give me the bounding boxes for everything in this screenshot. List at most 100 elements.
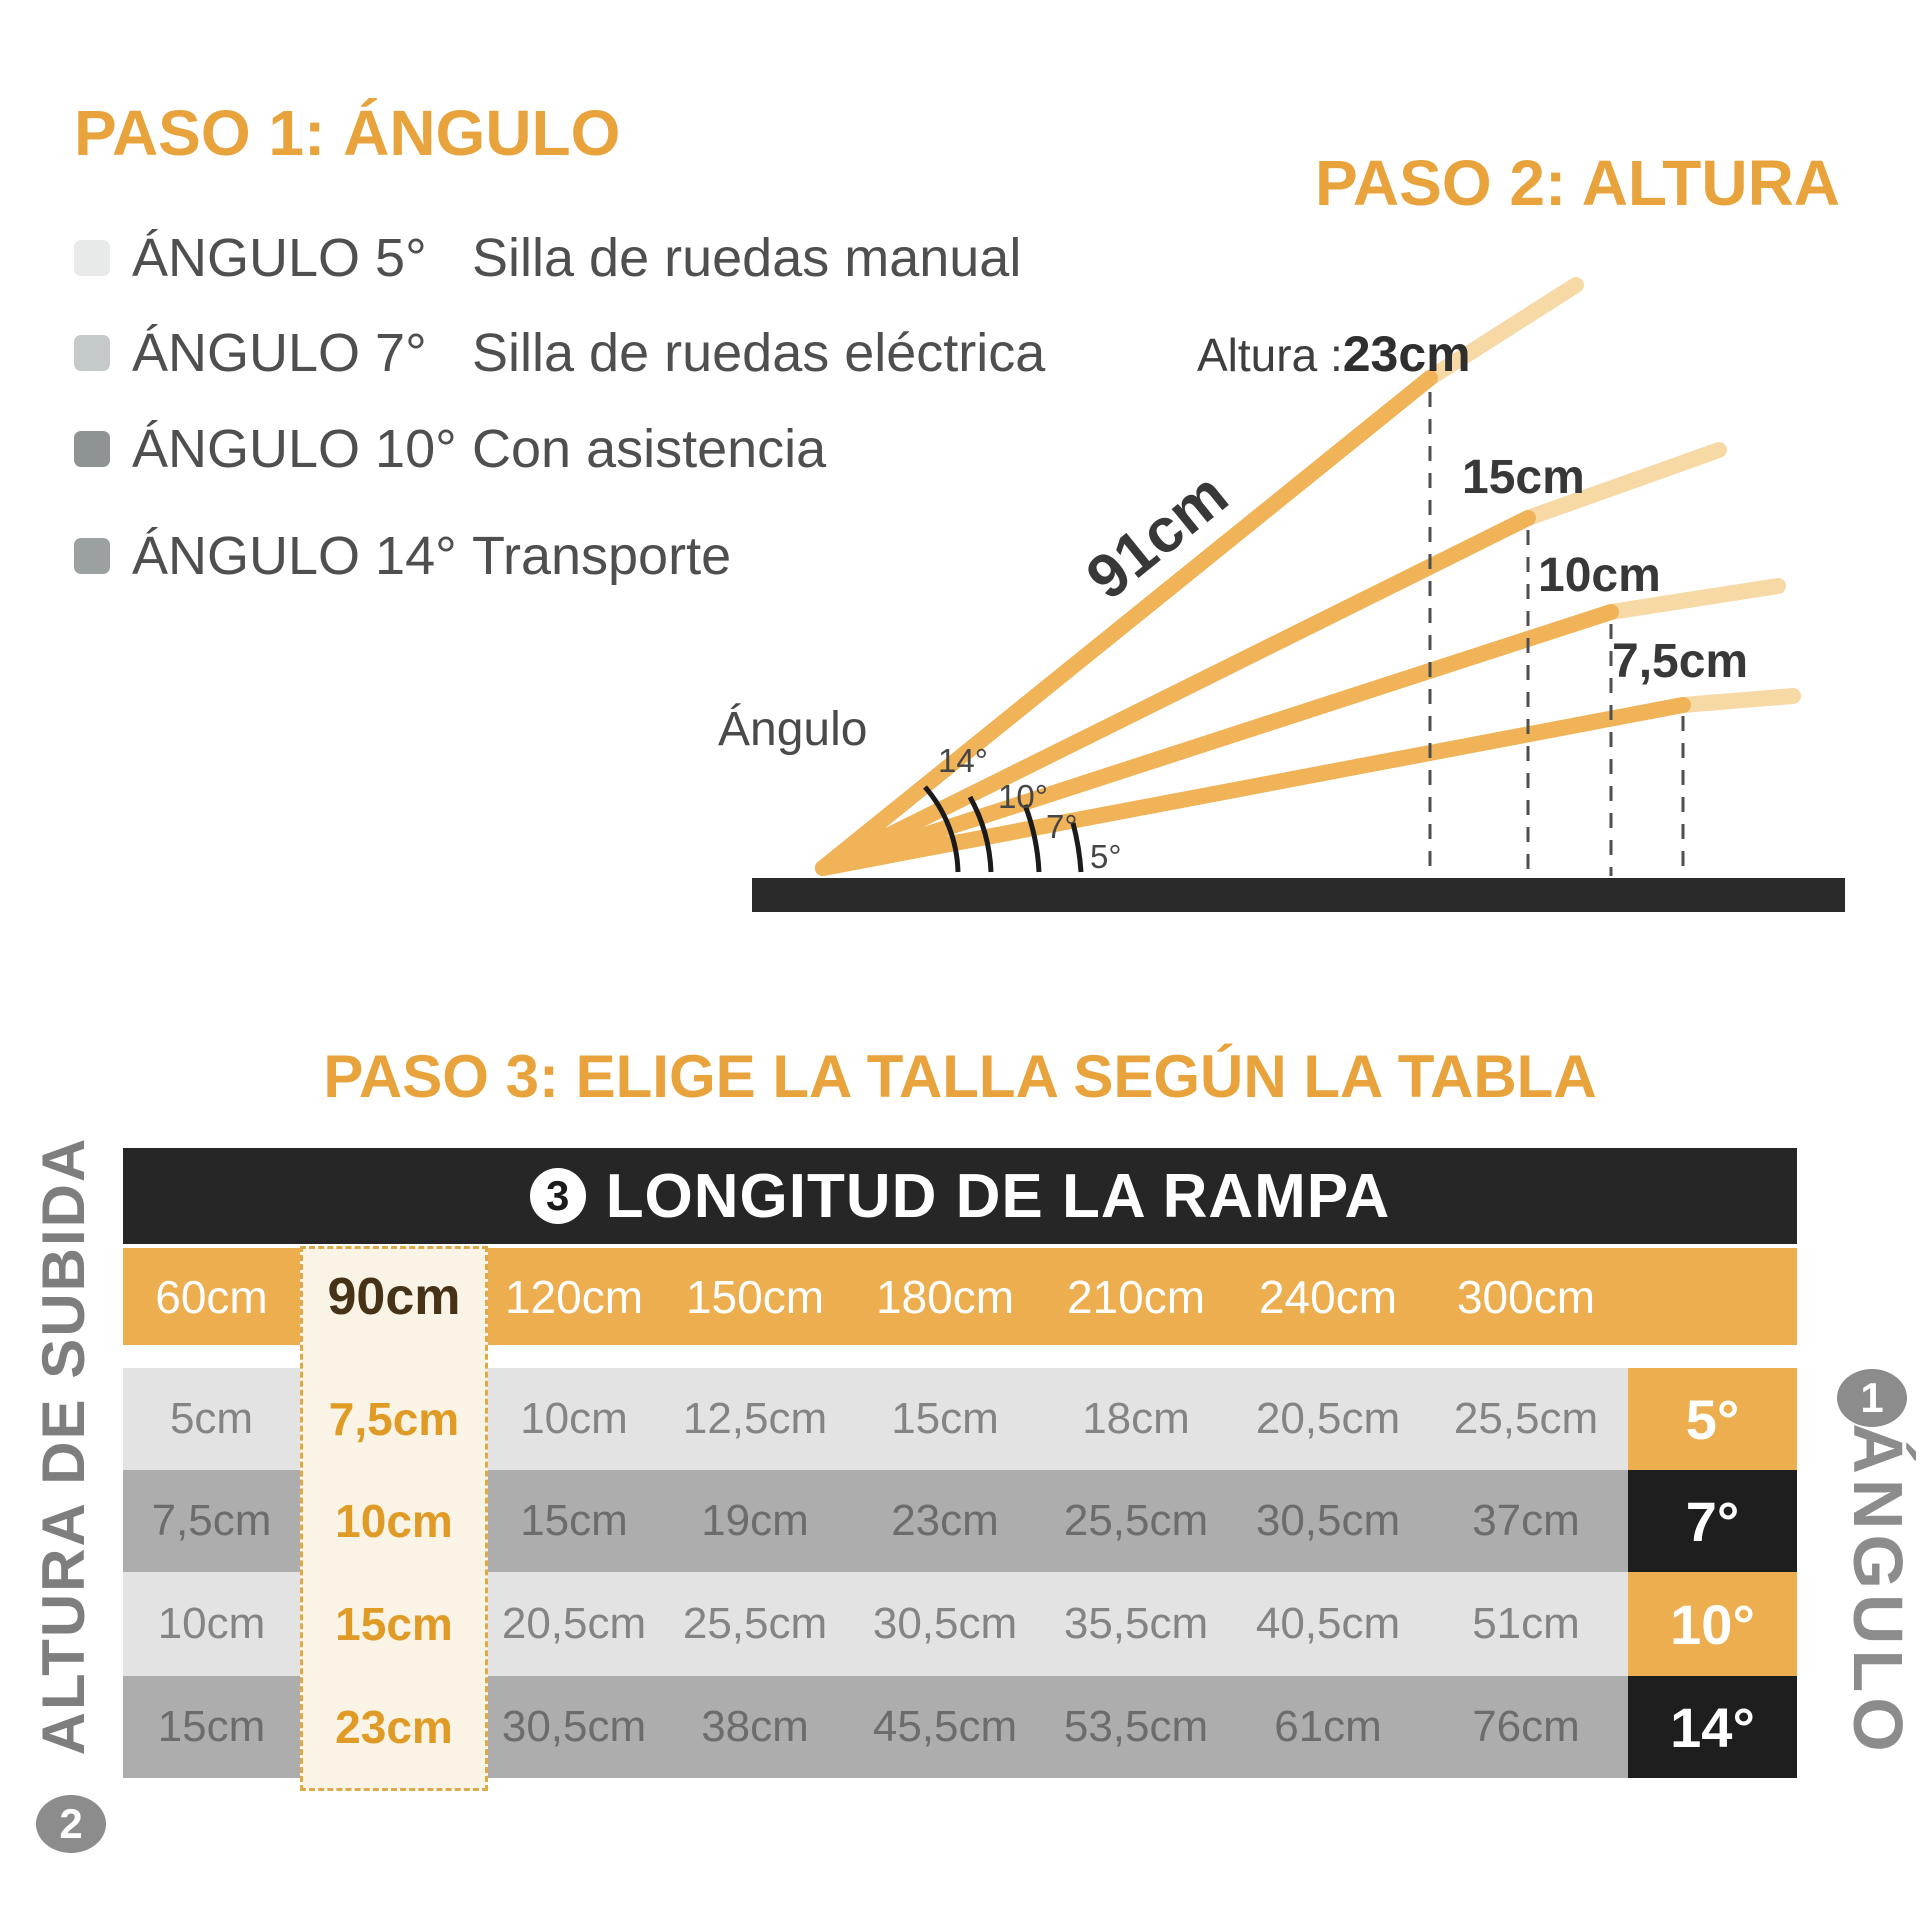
right-axis-label: ÁNGULO [1839,1423,1917,1757]
cell-5deg-60: 5cm [169,1394,254,1443]
cell-14deg-150: 38cm [701,1702,809,1751]
cell-7deg-180: 23cm [891,1496,999,1545]
cell-7deg-210: 25,5cm [1063,1496,1209,1545]
cell-7deg-300: 37cm [1472,1496,1580,1545]
step3-badge-icon: 3 [529,1168,586,1224]
cell-5deg-300: 25,5cm [1453,1394,1599,1443]
ray-10deg-tip [1520,442,1727,526]
ray-5deg-tip [1675,688,1801,713]
legend-desc: Con asistencia [472,419,827,479]
highlight-column-bottom-filler [302,1778,486,1789]
cell-7deg-120: 15cm [520,1496,628,1545]
cell-14deg-120: 30,5cm [501,1702,647,1751]
ray-14deg-tip [1422,277,1584,386]
height-label-15cm: 15cm [1462,451,1585,504]
ray-7deg [815,604,1619,876]
arc-7deg [1022,804,1042,873]
length-col-180cm: 180cm [875,1270,1015,1323]
cell-7deg-90: 10cm [300,1470,488,1572]
cell-7deg-240: 30,5cm [1255,1496,1401,1545]
arc-14deg [923,785,961,873]
length-col-240cm: 240cm [1258,1270,1398,1323]
cell-14deg-90: 23cm [300,1676,488,1778]
length-col-300cm: 300cm [1456,1270,1596,1323]
angle-cell-7deg: 7° [1628,1470,1797,1572]
step2-title: PASO 2: ALTURA [1314,147,1840,219]
cell-14deg-210: 53,5cm [1063,1702,1209,1751]
cell-5deg-150: 12,5cm [682,1394,828,1443]
left-axis-label: ALTURA DE SUBIDA [30,1136,97,1756]
cell-7deg-60: 7,5cm [151,1496,272,1545]
step3-title: PASO 3: ELIGE LA TALLA SEGÚN LA TABLA [323,1043,1597,1110]
angle-cell-14deg: 14° [1628,1676,1797,1778]
ground-bar [752,878,1845,912]
length-col-120cm: 120cm [504,1270,644,1323]
arc-10deg [967,795,994,873]
legend-item-14deg: ÁNGULO 14° Transporte [74,524,731,588]
ray-7deg-tip [1603,578,1786,620]
highlight-column-gap-filler [302,1345,486,1368]
ray-5deg [815,697,1691,876]
table-row-14deg: 15cm 23cm 30,5cm 38cm 45,5cm 53,5cm 61cm… [123,1676,1797,1778]
length-col-angle-spacer [1628,1248,1797,1345]
cell-14deg-300: 76cm [1472,1702,1580,1751]
table-row-5deg: 5cm 7,5cm 10cm 12,5cm 15cm 18cm 20,5cm 2… [123,1368,1797,1470]
cell-10deg-240: 40,5cm [1255,1599,1401,1648]
cell-14deg-240: 61cm [1274,1702,1382,1751]
legend-swatch-14deg-icon [74,538,110,574]
length-col-90cm: 90cm [300,1248,488,1345]
altura-annotation: Altura :23cm [1197,325,1471,383]
legend-swatch-5deg-icon [74,240,110,276]
cell-5deg-180: 15cm [891,1394,999,1443]
cell-5deg-210: 18cm [1082,1394,1190,1443]
cell-14deg-60: 15cm [157,1702,266,1751]
legend-swatch-7deg-icon [74,335,110,371]
cell-14deg-180: 45,5cm [872,1702,1018,1751]
legend-label: ÁNGULO 5° [132,228,427,288]
height-label-10cm: 10cm [1538,549,1661,602]
legend-item-10deg: ÁNGULO 10° Con asistencia [74,417,826,481]
table-header-bar: 3 LONGITUD DE LA RAMPA [123,1148,1797,1244]
length-col-60cm: 60cm [155,1270,268,1323]
legend-item-7deg: ÁNGULO 7° Silla de ruedas eléctrica [74,321,1045,385]
legend-desc: Silla de ruedas manual [472,228,1022,288]
angle-cell-10deg: 10° [1628,1572,1797,1676]
cell-5deg-120: 10cm [520,1394,628,1443]
altura-value: 23cm [1342,326,1471,382]
table-row-7deg: 7,5cm 10cm 15cm 19cm 23cm 25,5cm 30,5cm … [123,1470,1797,1572]
arc-label-5deg: 5° [1090,838,1122,875]
angle-axis-label: Ángulo [718,703,868,756]
legend-label: ÁNGULO 10° [132,419,457,479]
height-label-7-5cm: 7,5cm [1612,635,1749,688]
step1-title: PASO 1: ÁNGULO [74,97,621,169]
length-col-150cm: 150cm [685,1270,825,1323]
table-header-title: LONGITUD DE LA RAMPA [605,1161,1391,1231]
cell-10deg-210: 35,5cm [1063,1599,1209,1648]
ramp-length-row: 60cm 90cm 120cm 150cm 180cm 210cm 240cm … [123,1248,1797,1345]
legend-label: ÁNGULO 7° [132,323,427,383]
legend-desc: Silla de ruedas eléctrica [472,323,1046,383]
right-axis-badge: 1 [1837,1369,1907,1427]
legend-label: ÁNGULO 14° [132,526,457,586]
cell-10deg-90: 15cm [300,1572,488,1676]
arc-label-10deg: 10° [998,778,1048,815]
angle-cell-5deg: 5° [1628,1368,1797,1470]
cell-7deg-150: 19cm [701,1496,809,1545]
cell-10deg-150: 25,5cm [682,1599,828,1648]
length-col-210cm: 210cm [1066,1270,1206,1323]
legend-desc: Transporte [472,526,732,586]
left-axis-badge: 2 [36,1795,106,1853]
cell-5deg-90: 7,5cm [300,1368,488,1470]
arc-label-7deg: 7° [1046,808,1078,845]
table-row-10deg: 10cm 15cm 20,5cm 25,5cm 30,5cm 35,5cm 40… [123,1572,1797,1676]
altura-label: Altura : [1197,329,1343,381]
cell-10deg-300: 51cm [1472,1599,1580,1648]
cell-5deg-240: 20,5cm [1255,1394,1401,1443]
cell-10deg-180: 30,5cm [872,1599,1018,1648]
ray-14deg [815,370,1438,876]
arc-label-14deg: 14° [938,742,988,779]
legend-item-5deg: ÁNGULO 5° Silla de ruedas manual [74,226,1021,290]
ray-10deg [815,510,1536,876]
